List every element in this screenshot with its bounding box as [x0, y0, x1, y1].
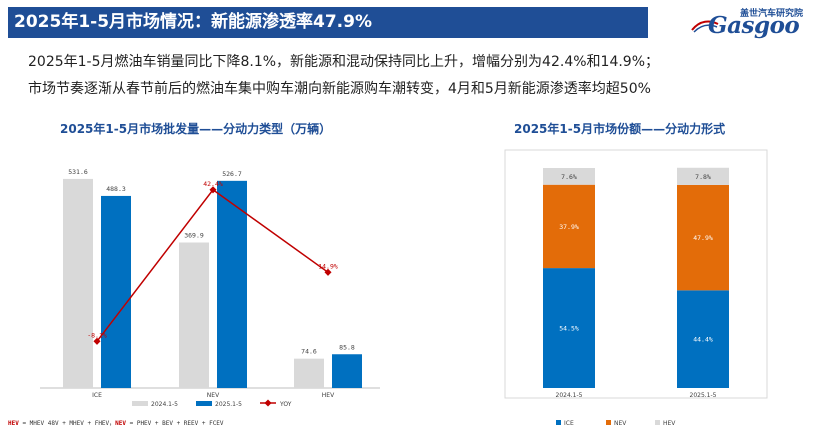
footnote-nev-label: NEV [115, 420, 126, 427]
chart2-bar-0-hev [543, 168, 595, 185]
chart2-bar-0-ice [543, 268, 595, 388]
chart1-x-tick-ice: ICE [92, 392, 102, 399]
chart2-legend-label-nev: NEV [614, 420, 627, 427]
logo-en-text: Gasgoo [708, 12, 800, 39]
chart2-bar-1-ice [677, 290, 729, 388]
chart2-bar-label-1-ice: 44.4% [693, 336, 713, 344]
chart1-yoy-label-1: 42.4% [203, 180, 223, 188]
footnote-nev-def: = PHEV + BEV + REEV + FCEV [126, 420, 224, 427]
description-line-1: 2025年1-5月燃油车销量同比下降8.1%，新能源和混动保持同比上升，增幅分别… [28, 54, 660, 70]
chart1-bar-ice-1 [101, 195, 131, 388]
chart2-frame [504, 149, 768, 399]
chart1-x-tick-nev: NEV [207, 392, 220, 399]
chart1-yoy-marker-0 [93, 337, 101, 345]
chart1-bar-label-nev-0: 369.9 [184, 232, 204, 240]
chart1-yoy-label-0: -8.1% [87, 331, 107, 339]
chart1-bar-label-ice-1: 488.3 [106, 185, 126, 193]
chart2-bar-label-1-hev: 7.8% [695, 173, 711, 181]
footnote: HEV = MHEV 48V + MHEV + FHEV，NEV = PHEV … [8, 418, 224, 427]
chart1-bar-hev-0 [294, 358, 324, 388]
chart2-bar-label-0-nev: 37.9% [559, 223, 579, 231]
page-title: 2025年1-5月市场情况：新能源渗透率47.9% [14, 12, 373, 32]
chart2-bar-label-0-ice: 54.5% [559, 325, 579, 333]
chart2-legend-label-hev: HEV [663, 420, 676, 427]
chart2-legend-label-ice: ICE [564, 420, 574, 427]
chart1-bar-ice-0 [63, 178, 93, 388]
chart1-title: 2025年1-5月市场批发量——分动力类型（万辆） [60, 122, 332, 136]
chart2-bar-1-nev [677, 184, 729, 291]
chart2-bar-label-1-nev: 47.9% [693, 234, 713, 242]
chart1-legend-marker-yoy [264, 399, 272, 407]
chart1-bar-hev-1 [332, 354, 362, 388]
chart2-legend-swatch-ice [556, 420, 561, 425]
chart1-yoy-marker-2 [324, 268, 332, 276]
chart1-legend-label-2024: 2024.1-5 [151, 401, 178, 408]
footnote-hev-def: = MHEV 48V + MHEV + FHEV， [18, 420, 116, 427]
chart1-yoy-marker-1 [209, 186, 217, 194]
header-bar [8, 7, 648, 38]
description-line-2: 市场节奏逐渐从春节前后的燃油车集中购车潮向新能源购车潮转变，4月和5月新能源渗透… [28, 81, 651, 97]
chart2-bar-1-hev [677, 167, 729, 185]
chart1-bar-nev-1 [217, 180, 247, 388]
chart2-bar-0-nev [543, 184, 595, 269]
chart1-bar-label-hev-0: 74.6 [301, 348, 317, 356]
chart2-legend-swatch-nev [606, 420, 611, 425]
chart1-bar-label-ice-0: 531.6 [68, 168, 88, 176]
chart2-legend-swatch-hev [655, 420, 660, 425]
chart1-bar-label-nev-1: 526.7 [222, 170, 242, 178]
chart1-x-tick-hev: HEV [322, 392, 335, 399]
chart2-bar-label-0-hev: 7.6% [561, 173, 577, 181]
logo-cn-text: 盖世汽车研究院 [740, 9, 804, 19]
logo-swoosh-icon [691, 20, 719, 33]
chart1-yoy-label-2: 14.9% [318, 262, 338, 270]
chart1-legend-label-yoy: YOY [279, 401, 292, 408]
chart1-bar-nev-0 [179, 242, 209, 388]
chart1-legend-swatch-2024 [132, 401, 148, 406]
chart1-legend-swatch-2025 [196, 401, 212, 406]
footnote-hev-label: HEV [8, 420, 19, 427]
chart2-x-tick-1: 2025.1-5 [690, 392, 717, 399]
chart2-title: 2025年1-5月市场份额——分动力形式 [514, 122, 726, 136]
chart1-legend-label-2025: 2025.1-5 [215, 401, 242, 408]
chart1-bar-label-hev-1: 85.8 [339, 343, 355, 351]
chart2-x-tick-0: 2024.1-5 [556, 392, 583, 399]
